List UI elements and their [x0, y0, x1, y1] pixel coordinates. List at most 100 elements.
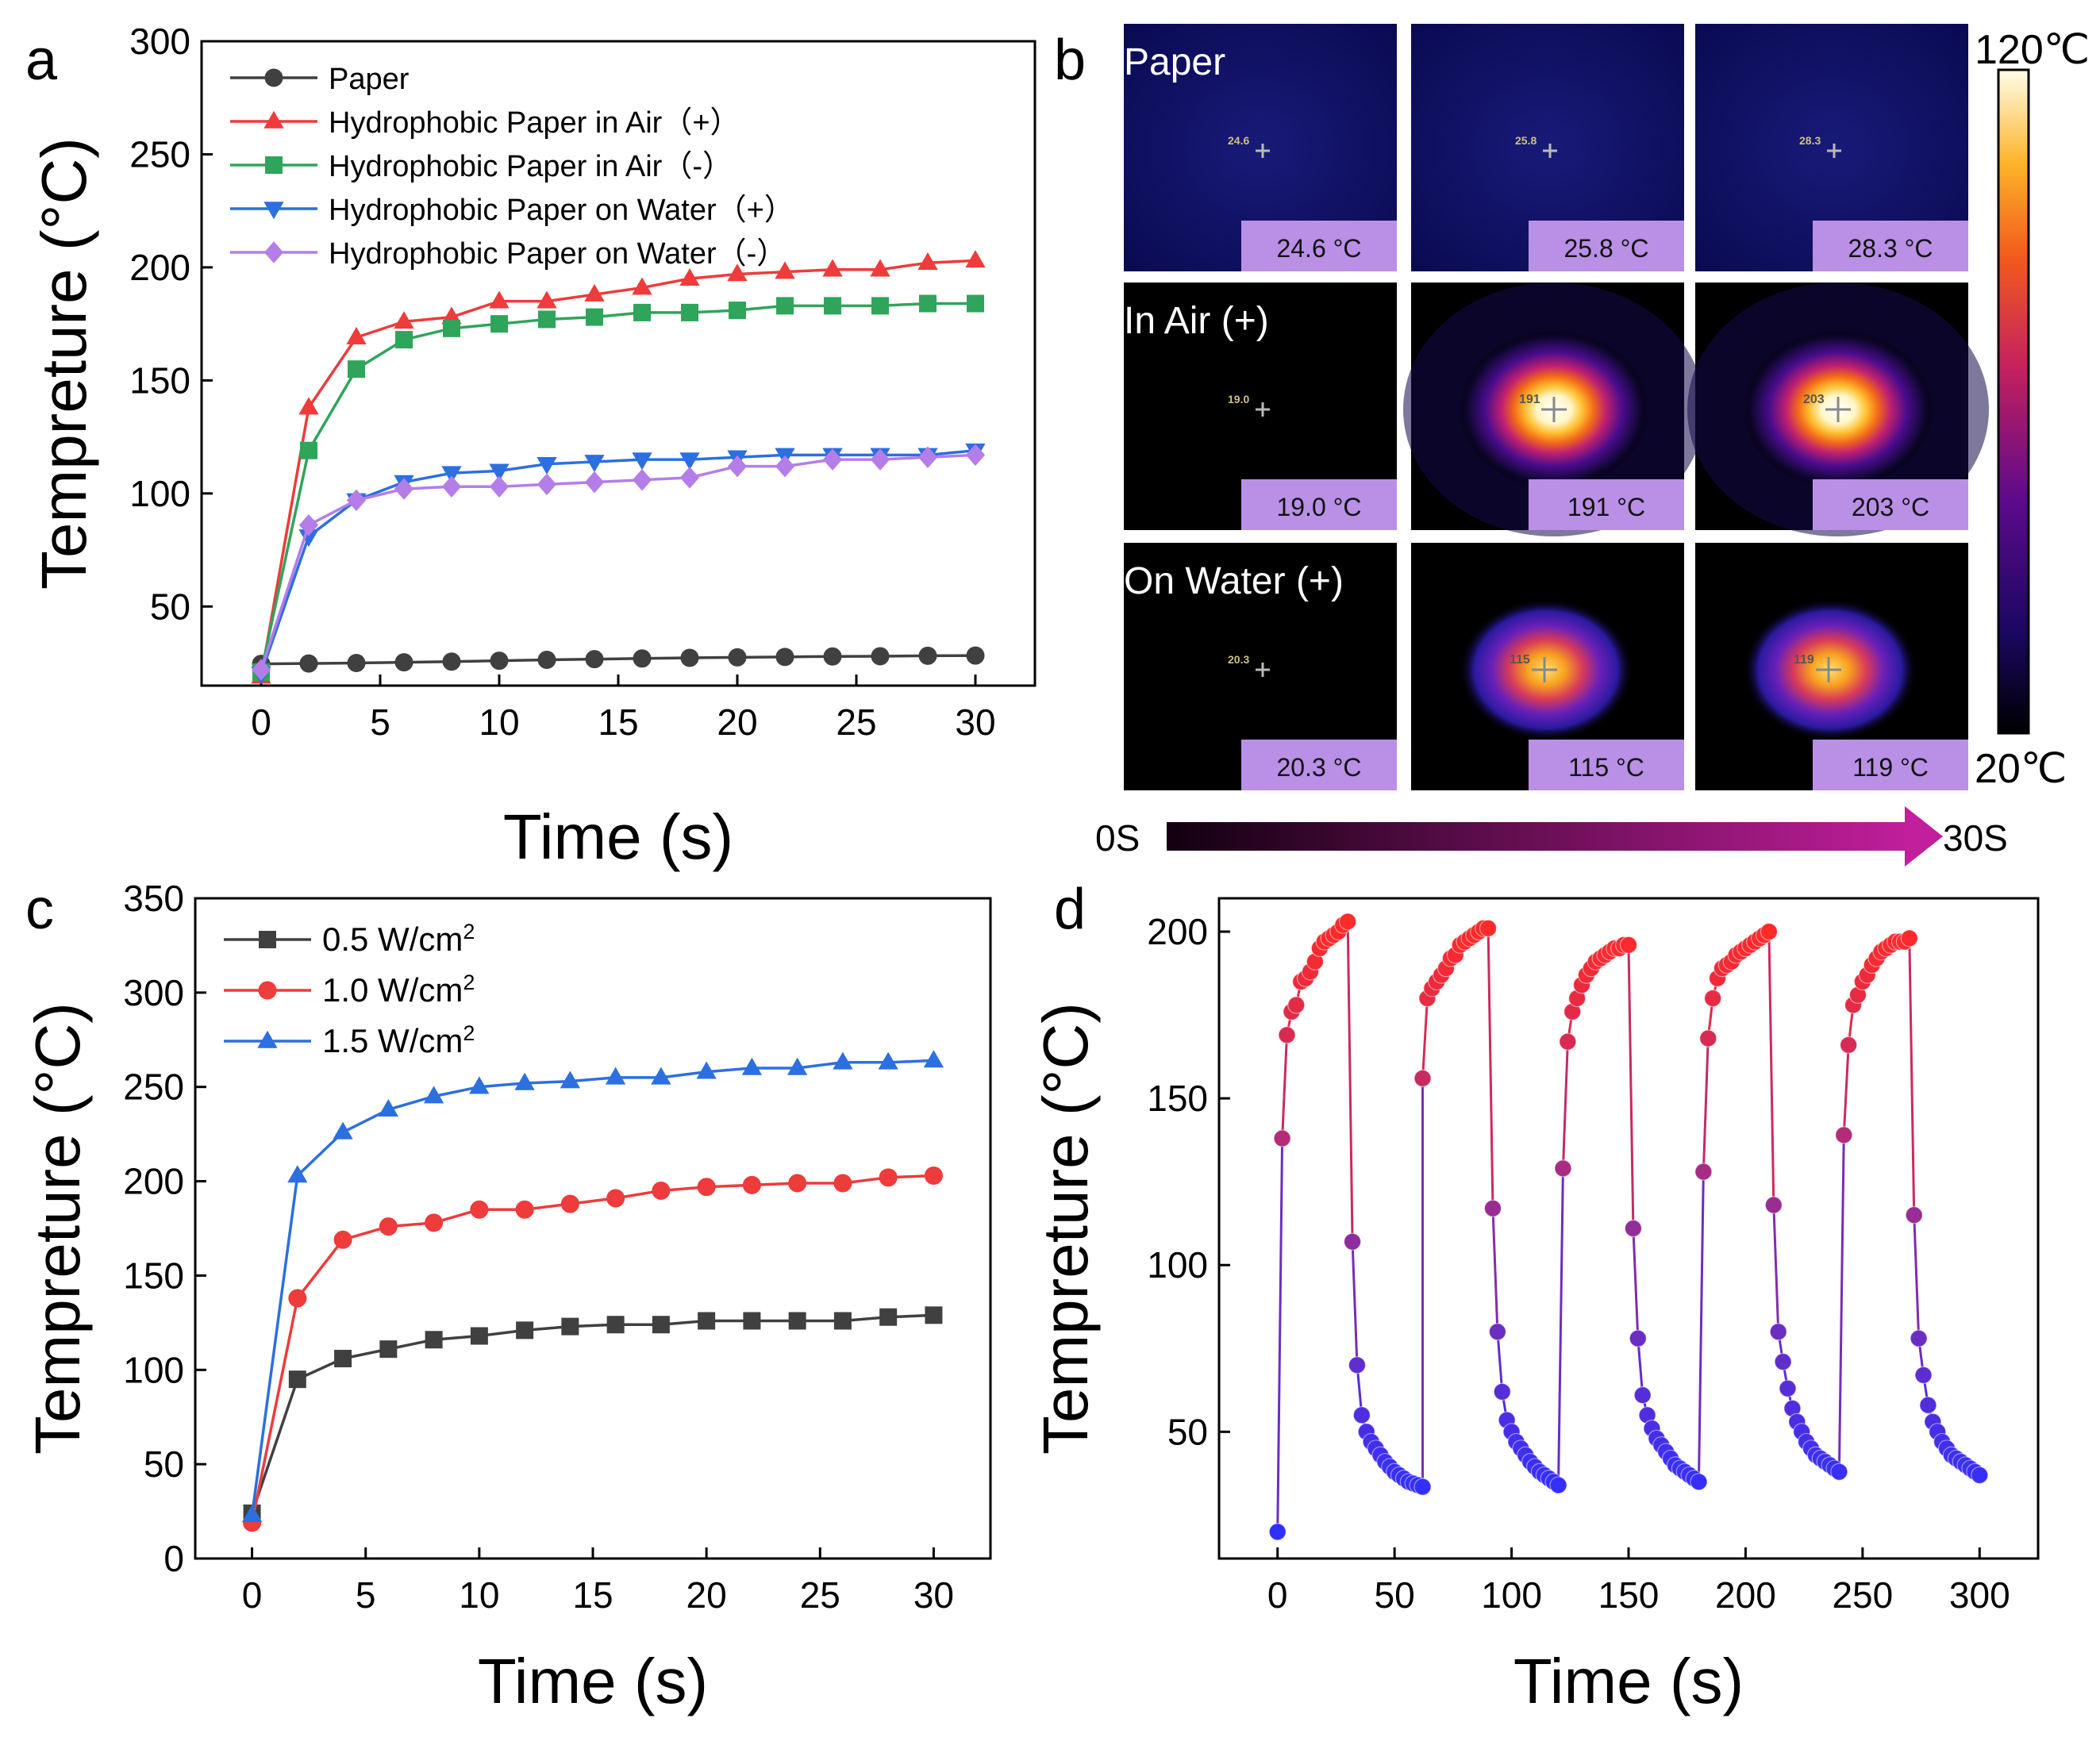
series-line-water_neg [260, 453, 976, 671]
x-tick-label: 30 [913, 1574, 954, 1616]
data-point-air_pos [775, 261, 795, 279]
cycle-line-segment [1276, 1138, 1284, 1532]
y-tick-label: 300 [129, 21, 190, 62]
data-point-water_neg [441, 475, 462, 498]
data-point-paper [585, 650, 604, 669]
x-tick-label: 0 [251, 701, 271, 743]
data-point-water_neg [584, 471, 605, 494]
temperature-readout: 191 °C [1567, 493, 1645, 521]
legend-superscript: 2 [463, 920, 475, 944]
data-point-water_neg [917, 446, 938, 468]
data-point-air_neg [776, 297, 794, 315]
legend-marker-w10 [258, 981, 277, 1000]
cycle-data-point [1914, 1366, 1933, 1384]
cycle-data-point [1690, 1473, 1708, 1491]
cycle-line-segment [1632, 1228, 1640, 1339]
data-point-water_neg [537, 473, 557, 496]
cycle-data-point [1699, 1029, 1717, 1047]
data-point-w05 [833, 1312, 852, 1330]
spot-marker-value: 119 [1794, 653, 1814, 667]
data-point-w15 [333, 1121, 353, 1140]
data-point-water_neg [727, 455, 748, 478]
cycle-line-segment [1491, 1208, 1499, 1332]
temperature-readout-box [1529, 479, 1684, 530]
data-point-w05 [743, 1312, 761, 1330]
x-tick-label: 150 [1598, 1574, 1660, 1616]
data-point-paper [680, 648, 699, 667]
temperature-readout-box [1241, 740, 1397, 790]
data-point-air_neg [348, 360, 365, 379]
data-point-w05 [334, 1350, 352, 1368]
time-arrow-shaft [1167, 822, 1914, 851]
chart-d: 0 50 100 150 200 250 300 50 100 150 200 Time (s) Tem… [1030, 897, 2040, 1716]
data-point-water_pos [632, 452, 652, 471]
cycle-line-segment [1702, 1038, 1710, 1172]
data-point-w05 [925, 1306, 943, 1324]
data-point-w15 [787, 1057, 808, 1075]
cycle-data-point [1413, 1478, 1432, 1496]
y-tick-label: 50 [1167, 1411, 1208, 1452]
cycle-data-point [1760, 922, 1779, 941]
data-point-w10 [560, 1194, 579, 1213]
data-point-air_neg [395, 331, 413, 349]
data-point-w15 [741, 1057, 763, 1075]
legend-label-air_neg: Hydrophobic Paper in Air（-） [329, 150, 733, 183]
panel-label-a: a [25, 29, 58, 92]
legend-label-w05: 0.5 W/cm2 [322, 920, 475, 958]
legend-marker-water_pos [263, 202, 284, 220]
data-point-w10 [606, 1189, 625, 1208]
panel-label-d: d [1054, 878, 1086, 941]
data-point-paper [918, 646, 937, 665]
panel-label-c: c [25, 878, 54, 941]
y-tick-label: 0 [163, 1538, 184, 1579]
y-tick-label: 50 [144, 1443, 184, 1485]
y-tick-label: 250 [129, 133, 190, 175]
cycle-data-point [1694, 1163, 1713, 1181]
legend-label-paper: Paper [329, 63, 410, 96]
data-point-w15 [605, 1067, 626, 1085]
data-point-w10 [288, 1289, 307, 1308]
spot-marker-value: 20.3 [1228, 653, 1249, 666]
data-point-w05 [879, 1308, 898, 1326]
data-point-air_neg [586, 308, 603, 326]
data-point-water_neg [775, 455, 795, 478]
x-tick-label: 30 [955, 701, 995, 743]
data-point-w10 [924, 1166, 943, 1185]
data-point-w15 [696, 1061, 717, 1079]
data-point-w05 [561, 1317, 579, 1336]
x-tick-label: 0 [1267, 1574, 1288, 1616]
legend-marker-paper [264, 68, 283, 87]
cycle-line-segment [1697, 1171, 1705, 1482]
cycle-line-segment [1487, 928, 1494, 1209]
x-axis-label: Time (s) [478, 1646, 708, 1716]
x-tick-label: 15 [598, 701, 638, 743]
legend-label-w15: 1.5 W/cm2 [322, 1021, 475, 1059]
x-axis-label: Time (s) [1513, 1646, 1744, 1716]
data-point-air_neg [681, 303, 698, 321]
data-point-water_neg [394, 478, 414, 500]
cycle-line-segment [1837, 1135, 1845, 1472]
data-point-paper [394, 653, 413, 672]
data-point-paper [490, 651, 509, 671]
time-end-label: 30S [1943, 817, 2008, 859]
data-point-paper [347, 654, 366, 673]
cycle-data-point [1352, 1406, 1371, 1424]
cycle-line-segment [1637, 1338, 1644, 1396]
legend-label-water_neg: Hydrophobic Paper on Water（-） [329, 237, 787, 271]
data-point-air_neg [871, 297, 889, 315]
cycle-data-point [1633, 1386, 1652, 1405]
data-point-w15 [241, 1505, 263, 1523]
data-point-w15 [378, 1099, 398, 1117]
temperature-readout: 24.6 °C [1276, 234, 1361, 263]
temperature-readout-box [1813, 479, 1968, 530]
spot-marker-value: 203 [1803, 393, 1825, 406]
temperature-readout: 20.3 °C [1276, 753, 1361, 782]
y-tick-label: 100 [123, 1349, 184, 1390]
legend-marker-water_neg [263, 241, 284, 263]
data-point-air_pos [727, 263, 748, 282]
data-point-w10 [652, 1181, 671, 1200]
temperature-readout: 19.0 °C [1276, 493, 1361, 521]
data-point-paper [442, 652, 461, 671]
plot-frame [194, 897, 992, 1560]
cycle-data-point [1900, 929, 1918, 947]
